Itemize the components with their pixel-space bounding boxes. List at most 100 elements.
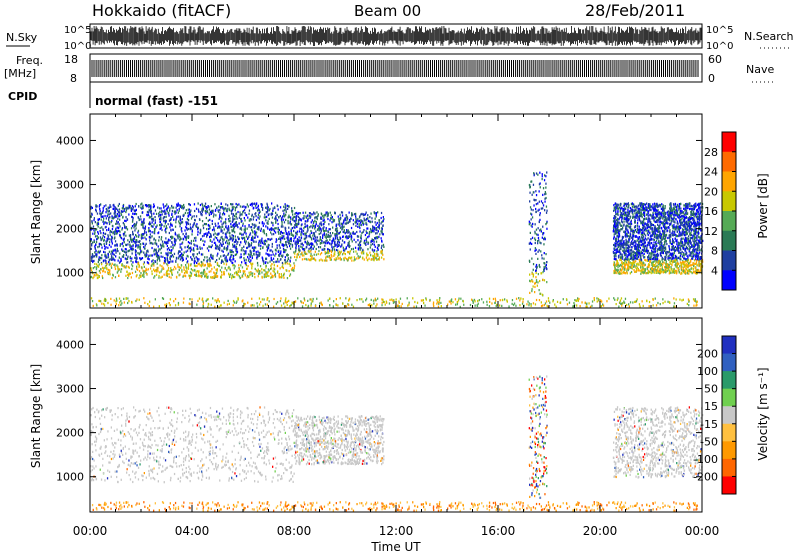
power-echo-point xyxy=(275,221,277,224)
power-echo-point xyxy=(340,258,343,261)
power-echo-point xyxy=(107,256,110,259)
power-echo-point xyxy=(300,236,303,239)
power-echo-point xyxy=(663,215,665,218)
power-echo-point xyxy=(617,231,619,234)
power-echo-point xyxy=(270,272,272,275)
power-echo-point xyxy=(267,222,269,225)
power-echo-point xyxy=(95,249,97,252)
power-echo-point xyxy=(173,252,176,255)
power-echo-point xyxy=(266,273,268,276)
power-echo-point xyxy=(661,227,663,230)
power-echo-point xyxy=(367,259,369,262)
power-echo-point xyxy=(148,236,151,239)
power-echo-point xyxy=(623,220,625,223)
power-echo-point xyxy=(667,263,669,266)
power-echo-point xyxy=(91,206,93,209)
power-echo-point xyxy=(341,253,344,256)
power-echo-point xyxy=(114,249,116,252)
power-echo-point xyxy=(254,202,256,205)
power-echo-point xyxy=(685,238,687,241)
power-echo-point xyxy=(162,203,164,206)
power-echo-point xyxy=(93,259,95,262)
power-echo-point xyxy=(224,220,227,223)
power-echo-point xyxy=(226,242,229,245)
power-echo-point xyxy=(200,272,202,275)
power-echo-point xyxy=(179,273,181,276)
power-echo-point xyxy=(106,267,108,270)
power-echo-point xyxy=(132,230,134,233)
power-echo-point xyxy=(190,272,193,275)
power-echo-point xyxy=(131,225,134,228)
power-echo-point xyxy=(299,255,301,259)
power-echo-point xyxy=(160,238,162,241)
power-echo-point xyxy=(178,274,180,277)
power-echo-point xyxy=(128,204,130,207)
freq-tick-left-top: 18 xyxy=(64,53,78,66)
power-echo-point xyxy=(247,236,249,239)
power-echo-point xyxy=(208,263,210,266)
power-echo-point xyxy=(252,249,255,252)
power-echo-point xyxy=(263,273,265,276)
power-echo-point xyxy=(99,204,101,207)
power-echo-point xyxy=(615,255,617,258)
power-echo-point xyxy=(361,220,363,223)
power-echo-point xyxy=(232,254,235,258)
power-echo-point xyxy=(644,237,646,240)
power-echo-point xyxy=(190,242,192,245)
power-echo-point xyxy=(181,205,184,208)
power-echo-point xyxy=(172,246,174,249)
power-echo-point xyxy=(97,274,99,277)
power-echo-point xyxy=(257,206,259,209)
power-echo-point xyxy=(216,244,218,247)
power-echo-point xyxy=(104,232,107,235)
power-echo-point xyxy=(93,273,96,277)
power-echo-point xyxy=(279,241,282,244)
power-echo-point xyxy=(141,257,144,260)
power-echo-point xyxy=(102,234,104,237)
power-echo-point xyxy=(204,256,206,259)
power-echo-point xyxy=(102,231,105,234)
power-echo-point xyxy=(335,235,337,238)
power-echo-point xyxy=(355,224,357,227)
power-echo-point xyxy=(159,210,161,213)
power-echo-point xyxy=(116,207,118,210)
power-echo-point xyxy=(354,246,357,249)
power-echo-point xyxy=(136,267,138,270)
power-echo-point xyxy=(123,234,125,237)
power-echo-point xyxy=(215,268,217,271)
power-echo-point xyxy=(279,246,281,249)
power-echo-point xyxy=(197,228,199,231)
power-echo-point xyxy=(202,239,204,242)
power-echo-point xyxy=(289,222,291,225)
power-echo-point xyxy=(144,244,146,247)
power-echo-point xyxy=(159,213,161,216)
power-echo-point xyxy=(261,221,264,224)
power-echo-point xyxy=(127,239,129,242)
power-echo-point xyxy=(333,239,335,242)
power-echo-point xyxy=(258,217,260,220)
power-echo-point xyxy=(227,267,229,270)
power-echo-point xyxy=(370,254,372,257)
power-echo-point xyxy=(160,218,162,221)
power-echo-point xyxy=(358,244,360,247)
power-echo-point xyxy=(239,244,241,247)
power-echo-point xyxy=(105,211,107,214)
power-echo-point xyxy=(181,269,183,272)
power-echo-point xyxy=(318,229,320,232)
power-echo-point xyxy=(346,215,348,218)
power-echo-point xyxy=(131,240,133,243)
power-echo-point xyxy=(296,253,298,256)
power-echo-point xyxy=(295,243,297,247)
power-echo-point xyxy=(330,249,332,252)
power-echo-point xyxy=(232,215,234,218)
power-echo-point xyxy=(371,217,373,220)
power-echo-point xyxy=(162,217,164,220)
power-echo-point xyxy=(311,226,314,229)
power-echo-point xyxy=(165,241,168,244)
power-echo-point xyxy=(274,231,277,234)
power-echo-point xyxy=(682,242,684,245)
power-echo-point xyxy=(657,209,659,212)
power-echo-point xyxy=(189,226,192,229)
power-echo-point xyxy=(171,249,173,252)
power-echo-point xyxy=(219,214,221,217)
